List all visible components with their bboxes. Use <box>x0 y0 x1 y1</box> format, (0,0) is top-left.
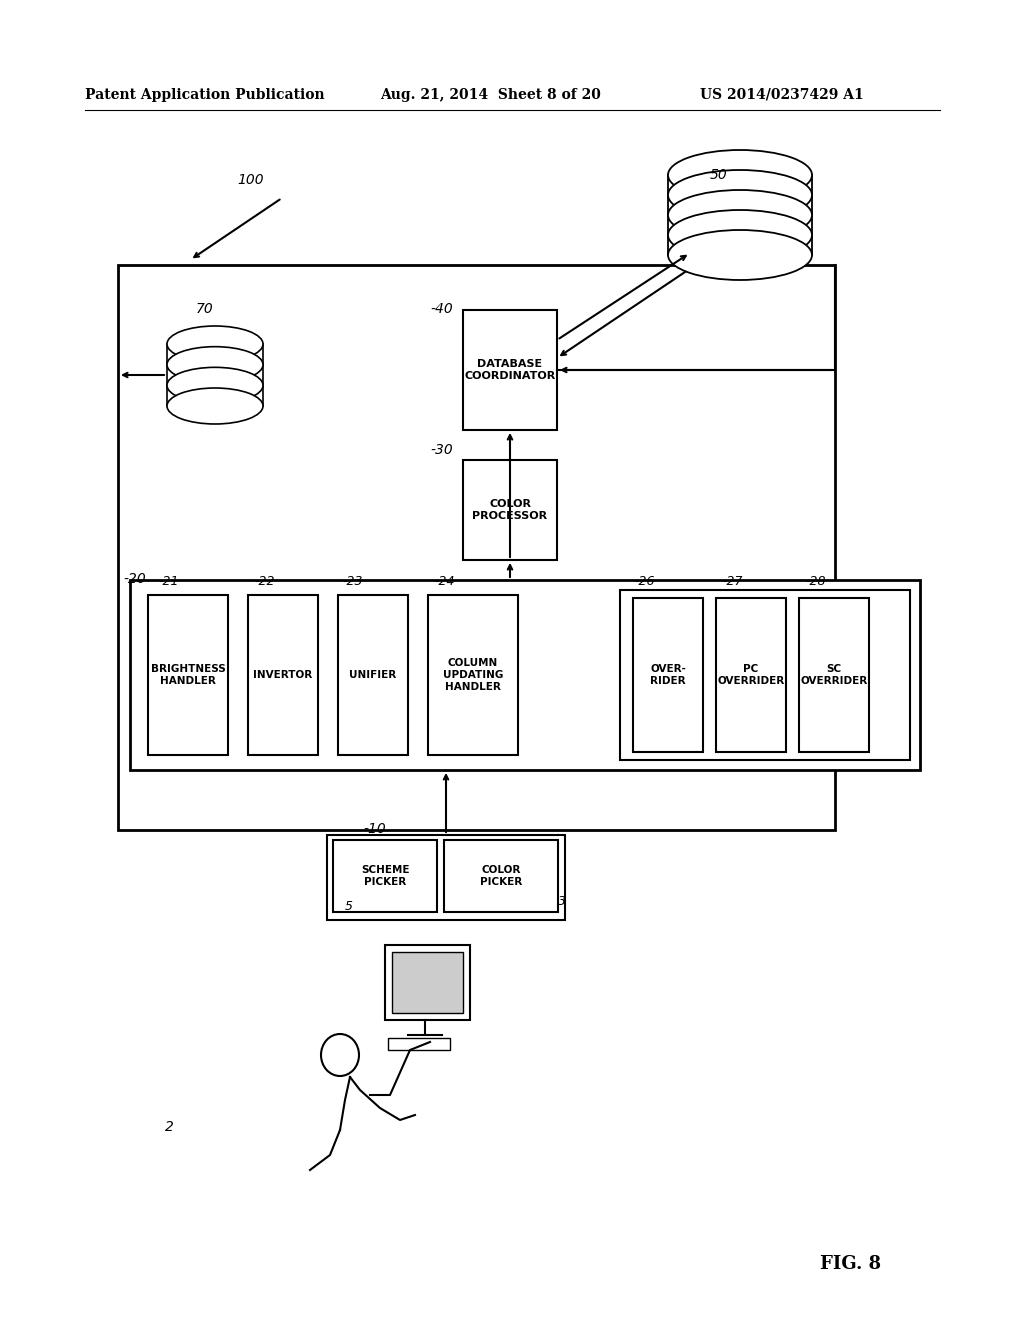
Text: COLUMN
UPDATING
HANDLER: COLUMN UPDATING HANDLER <box>442 659 503 692</box>
Bar <box>385 945 470 1020</box>
Text: COLOR
PICKER: COLOR PICKER <box>480 865 522 887</box>
Text: -24: -24 <box>434 576 455 587</box>
Bar <box>463 310 557 430</box>
Bar <box>799 598 869 752</box>
Text: -21: -21 <box>158 576 178 587</box>
Ellipse shape <box>321 1034 359 1076</box>
Text: Aug. 21, 2014  Sheet 8 of 20: Aug. 21, 2014 Sheet 8 of 20 <box>380 88 601 102</box>
Ellipse shape <box>668 150 812 201</box>
Bar <box>633 598 703 752</box>
Bar <box>118 265 835 830</box>
Ellipse shape <box>167 388 263 424</box>
Ellipse shape <box>167 367 263 404</box>
Bar <box>444 840 558 912</box>
Text: -26: -26 <box>634 576 654 587</box>
Text: BRIGHTNESS
HANDLER: BRIGHTNESS HANDLER <box>151 664 225 686</box>
Text: -22: -22 <box>254 576 274 587</box>
Bar <box>620 590 910 760</box>
Text: 100: 100 <box>237 173 263 187</box>
Bar <box>167 345 263 407</box>
Text: 50: 50 <box>710 168 728 182</box>
Bar <box>248 595 318 755</box>
Bar <box>327 836 565 920</box>
Text: SC
OVERRIDER: SC OVERRIDER <box>801 664 867 686</box>
Bar <box>338 595 408 755</box>
Bar <box>668 176 812 255</box>
Text: -20: -20 <box>123 572 145 586</box>
Text: -40: -40 <box>430 302 453 315</box>
Bar <box>392 952 463 1012</box>
Text: 3: 3 <box>558 895 566 908</box>
Bar <box>130 579 920 770</box>
Ellipse shape <box>668 190 812 240</box>
Bar <box>463 459 557 560</box>
Text: 70: 70 <box>196 302 214 315</box>
Bar <box>716 598 786 752</box>
Text: Patent Application Publication: Patent Application Publication <box>85 88 325 102</box>
Ellipse shape <box>668 210 812 260</box>
Ellipse shape <box>668 170 812 220</box>
Text: DATABASE
COORDINATOR: DATABASE COORDINATOR <box>464 359 556 380</box>
Text: -23: -23 <box>342 576 362 587</box>
Text: SCHEME
PICKER: SCHEME PICKER <box>360 865 410 887</box>
Ellipse shape <box>167 347 263 383</box>
Text: OVER-
RIDER: OVER- RIDER <box>650 664 686 686</box>
Text: UNIFIER: UNIFIER <box>349 671 396 680</box>
Text: -28: -28 <box>805 576 825 587</box>
Text: COLOR
PROCESSOR: COLOR PROCESSOR <box>472 499 548 521</box>
Ellipse shape <box>167 326 263 362</box>
Text: -10: -10 <box>362 822 386 836</box>
Text: 2: 2 <box>165 1119 174 1134</box>
Text: -27: -27 <box>722 576 742 587</box>
Text: INVERTOR: INVERTOR <box>253 671 312 680</box>
Text: US 2014/0237429 A1: US 2014/0237429 A1 <box>700 88 864 102</box>
Text: 5: 5 <box>345 900 353 913</box>
Bar <box>333 840 437 912</box>
Bar <box>428 595 518 755</box>
Text: PC
OVERRIDER: PC OVERRIDER <box>718 664 784 686</box>
Text: FIG. 8: FIG. 8 <box>820 1255 881 1272</box>
Bar <box>148 595 228 755</box>
Ellipse shape <box>668 230 812 280</box>
Bar <box>388 1038 450 1049</box>
Text: -30: -30 <box>430 444 453 457</box>
